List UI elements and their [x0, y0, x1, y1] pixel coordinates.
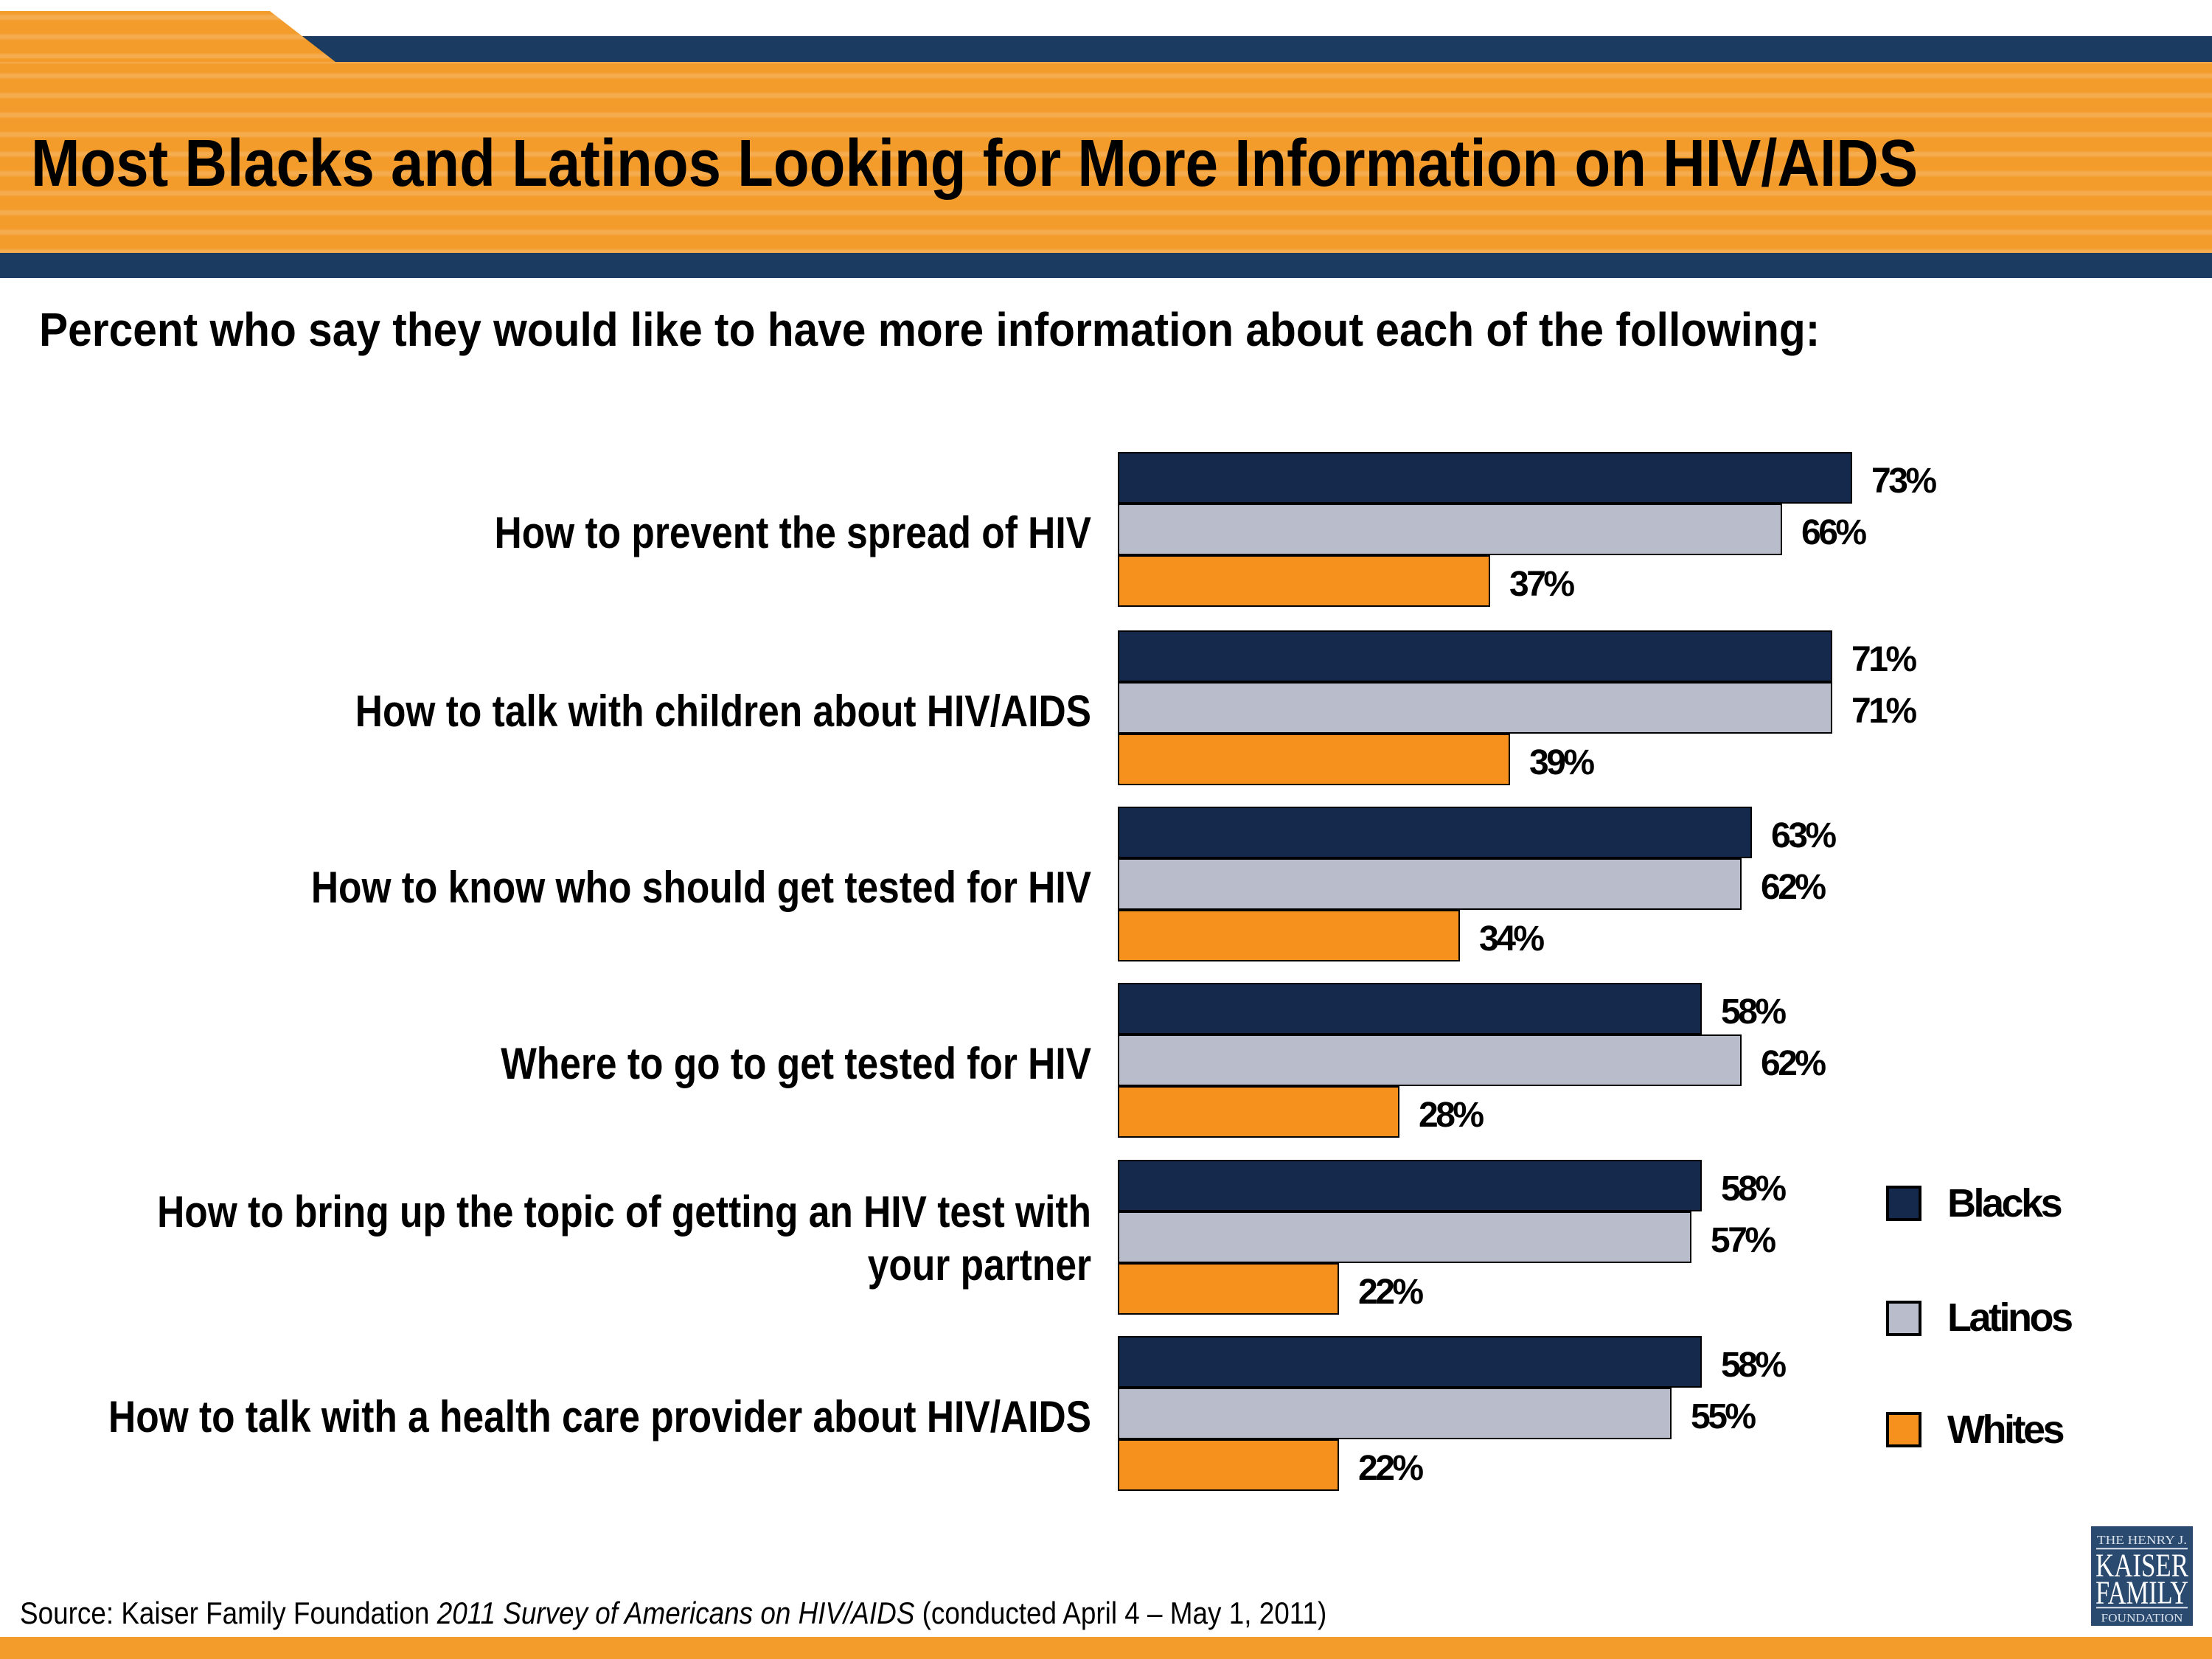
svg-text:KAISER: KAISER — [2096, 1548, 2189, 1584]
svg-text:THE HENRY J.: THE HENRY J. — [2097, 1533, 2187, 1547]
svg-text:FAMILY: FAMILY — [2096, 1575, 2188, 1611]
svg-text:FOUNDATION: FOUNDATION — [2101, 1613, 2183, 1625]
